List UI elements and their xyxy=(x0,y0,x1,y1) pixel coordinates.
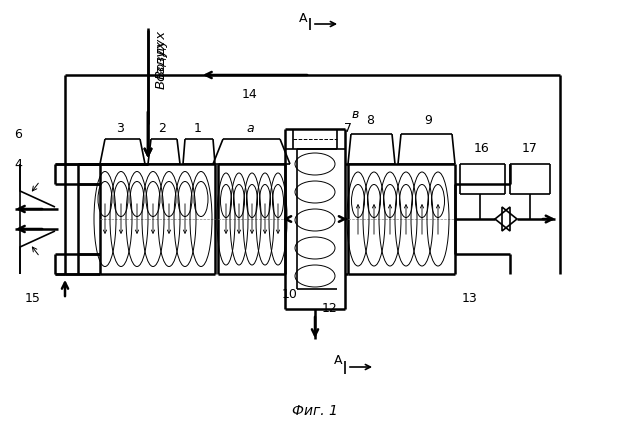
Text: 9: 9 xyxy=(424,115,432,127)
Text: в: в xyxy=(351,108,358,121)
Text: 8: 8 xyxy=(366,115,374,127)
Text: 2: 2 xyxy=(158,123,166,136)
Text: А: А xyxy=(298,12,307,24)
Text: 1: 1 xyxy=(194,123,202,136)
Text: 7: 7 xyxy=(344,123,352,136)
Text: Воздух: Воздух xyxy=(155,30,168,79)
Text: Фиг. 1: Фиг. 1 xyxy=(292,404,338,418)
Text: а: а xyxy=(246,123,254,136)
Text: 17: 17 xyxy=(522,142,538,155)
Text: 14: 14 xyxy=(242,88,258,102)
Text: 15: 15 xyxy=(25,293,41,305)
Text: 12: 12 xyxy=(322,302,338,315)
Text: 10: 10 xyxy=(282,287,298,300)
Text: 13: 13 xyxy=(462,293,478,305)
Text: 4: 4 xyxy=(14,157,22,170)
Text: А: А xyxy=(333,354,342,368)
Text: 3: 3 xyxy=(116,123,124,136)
Text: 16: 16 xyxy=(474,142,490,155)
Text: 6: 6 xyxy=(14,127,22,141)
Text: Воздух: Воздух xyxy=(155,40,168,89)
